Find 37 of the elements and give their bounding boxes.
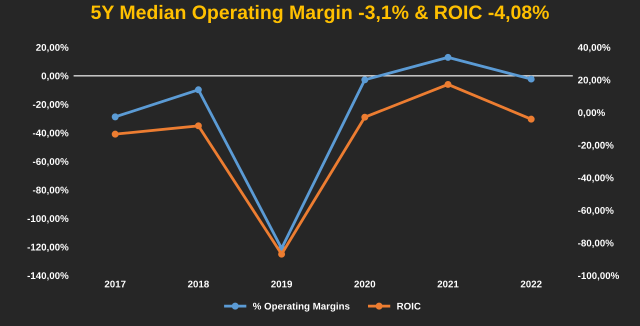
x-tick-label: 2022: [520, 280, 542, 288]
y-tick-label: -40,00%: [32, 130, 68, 138]
point: [361, 114, 368, 121]
y-tick-label: -60,00%: [32, 158, 68, 166]
point: [194, 122, 202, 130]
point: [528, 76, 535, 83]
y2-tick-label: -80,00%: [578, 240, 614, 248]
x-tick-label: 2021: [438, 280, 459, 288]
point: [194, 86, 202, 94]
y2-tick-label: -60,00%: [578, 207, 614, 216]
y-tick-label: -140,00%: [28, 272, 68, 280]
y-tick-label: -100,00%: [28, 215, 68, 224]
x-tick-label: 2017: [104, 280, 126, 288]
y2-tick-label: -40,00%: [578, 174, 614, 183]
x-tick-label: 2019: [271, 280, 292, 288]
y2-tick-label: -100,00%: [578, 272, 620, 280]
point: [528, 116, 535, 123]
legend-label: ROIC: [397, 302, 421, 310]
y2-tick-label: 0,00%: [578, 109, 605, 118]
y2-tick-label: -20,00%: [578, 142, 614, 150]
point: [444, 80, 452, 88]
y2-tick-label: 20,00%: [578, 76, 610, 85]
y-tick-label: 0,00%: [42, 72, 68, 81]
y-tick-label: 20,00%: [36, 44, 68, 52]
x-tick-label: 2018: [188, 280, 209, 288]
point: [444, 54, 452, 61]
y-tick-label: -120,00%: [28, 244, 68, 252]
point: [278, 250, 286, 258]
point: [112, 113, 119, 120]
y2-tick-label: 40,00%: [578, 44, 610, 52]
y-tick-label: -80,00%: [32, 186, 68, 195]
point: [361, 76, 368, 84]
chart-title: 5Y Median Operating Margin -3,1% & ROIC -4,08%: [91, 4, 549, 24]
point: [112, 130, 119, 138]
legend-label: % Operating Margins: [252, 302, 350, 312]
y-tick-label: -20,00%: [32, 101, 68, 110]
x-tick-label: 2020: [354, 280, 376, 288]
